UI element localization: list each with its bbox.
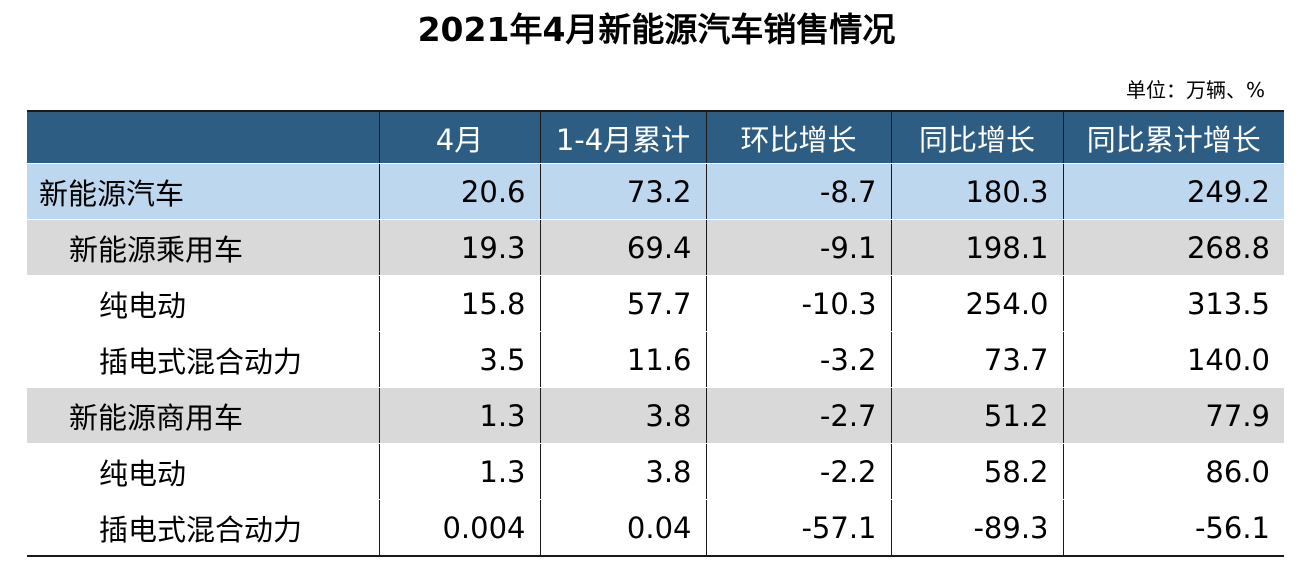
table-cell: 3.5	[378, 331, 541, 388]
row-label: 纯电动	[27, 275, 380, 332]
table-cell: 73.2	[539, 163, 707, 220]
table-cell: -8.7	[705, 163, 892, 220]
table-cell: 86.0	[1062, 443, 1284, 500]
column-header-ytd: 1-4月累计	[539, 111, 707, 164]
column-header-label	[27, 111, 380, 164]
table-cell: 313.5	[1062, 275, 1284, 332]
row-label: 新能源汽车	[27, 163, 380, 220]
sales-table: 4月 1-4月累计 环比增长 同比增长 同比累计增长 新能源汽车 20.6 73.2…	[27, 110, 1284, 557]
table-cell: 254.0	[890, 275, 1064, 332]
table-cell: 3.8	[539, 443, 707, 500]
table-cell: 51.2	[890, 387, 1064, 444]
table-cell: 73.7	[890, 331, 1064, 388]
table-cell: 69.4	[539, 219, 707, 276]
row-label: 纯电动	[27, 443, 380, 500]
table-cell: -10.3	[705, 275, 892, 332]
table-cell: 1.3	[378, 443, 541, 500]
column-header-april: 4月	[378, 111, 541, 164]
table-cell: 140.0	[1062, 331, 1284, 388]
column-header-ytd-yoy-growth: 同比累计增长	[1062, 111, 1284, 164]
row-label: 插电式混合动力	[27, 499, 380, 556]
table-row: 新能源乘用车 19.3 69.4 -9.1 198.1 268.8	[27, 219, 1284, 276]
table-cell: 0.004	[378, 499, 541, 556]
table-cell: 3.8	[539, 387, 707, 444]
table-row: 纯电动 15.8 57.7 -10.3 254.0 313.5	[27, 275, 1284, 332]
table-cell: 180.3	[890, 163, 1064, 220]
table-row: 插电式混合动力 0.004 0.04 -57.1 -89.3 -56.1	[27, 499, 1284, 556]
header-row: 4月 1-4月累计 环比增长 同比增长 同比累计增长	[27, 111, 1284, 164]
table-cell: 20.6	[378, 163, 541, 220]
table-cell: 1.3	[378, 387, 541, 444]
table-cell: 19.3	[378, 219, 541, 276]
table-cell: -57.1	[705, 499, 892, 556]
table-cell: 77.9	[1062, 387, 1284, 444]
table-cell: -9.1	[705, 219, 892, 276]
table-row: 插电式混合动力 3.5 11.6 -3.2 73.7 140.0	[27, 331, 1284, 388]
table-cell: 249.2	[1062, 163, 1284, 220]
table-cell: 11.6	[539, 331, 707, 388]
table-cell: 15.8	[378, 275, 541, 332]
row-label: 新能源商用车	[27, 387, 380, 444]
table-cell: 198.1	[890, 219, 1064, 276]
table-cell: -89.3	[890, 499, 1064, 556]
unit-label: 单位：万辆、%	[1125, 78, 1265, 102]
table-cell: -2.7	[705, 387, 892, 444]
table-row: 新能源商用车 1.3 3.8 -2.7 51.2 77.9	[27, 387, 1284, 444]
table-cell: 57.7	[539, 275, 707, 332]
row-label: 新能源乘用车	[27, 219, 380, 276]
table-cell: -3.2	[705, 331, 892, 388]
table-row: 新能源汽车 20.6 73.2 -8.7 180.3 249.2	[27, 163, 1284, 220]
table-cell: -2.2	[705, 443, 892, 500]
row-label: 插电式混合动力	[27, 331, 380, 388]
column-header-yoy-growth: 同比增长	[890, 111, 1064, 164]
table-cell: 268.8	[1062, 219, 1284, 276]
table-cell: -56.1	[1062, 499, 1284, 556]
table-row: 纯电动 1.3 3.8 -2.2 58.2 86.0	[27, 443, 1284, 500]
column-header-mom-growth: 环比增长	[705, 111, 892, 164]
table-cell: 0.04	[539, 499, 707, 556]
table-title: 2021年4月新能源汽车销售情况	[417, 10, 896, 49]
table-cell: 58.2	[890, 443, 1064, 500]
